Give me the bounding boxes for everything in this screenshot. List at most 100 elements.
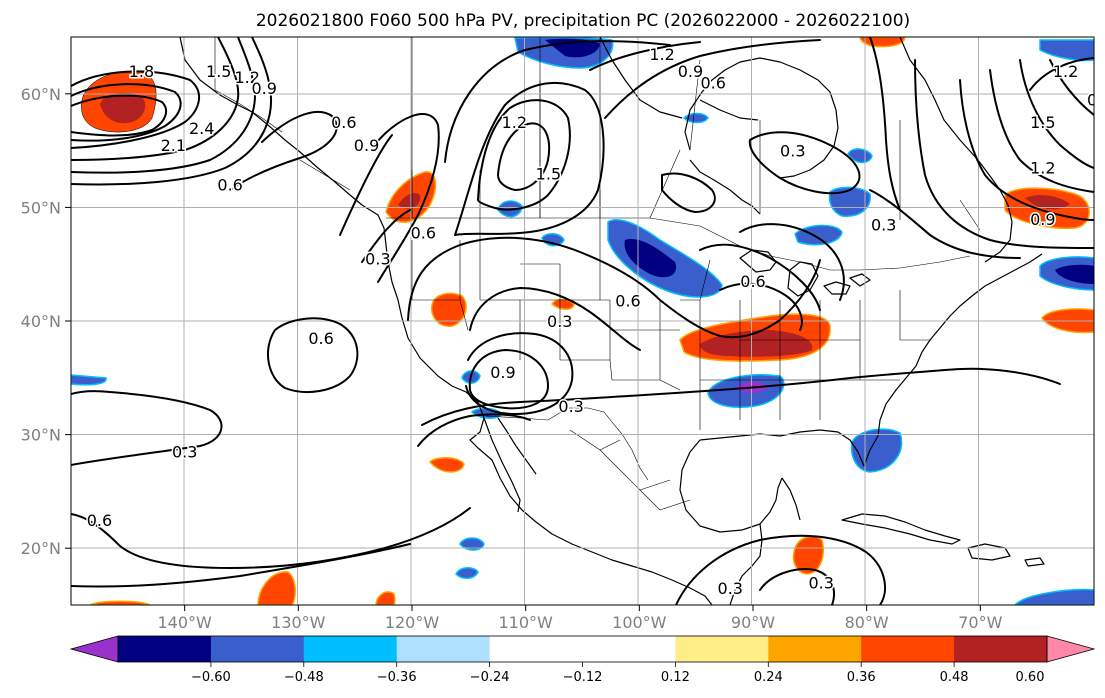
pv-contour-label: 0.6 [217,176,242,195]
precip-blob-pnw-core [398,193,421,209]
coastline-baja [483,417,521,513]
pv-contour-canada-6 [589,41,701,71]
lon-tick-label: 90°W [731,613,775,632]
pv-contour-label: 0.9 [252,79,277,98]
pv-contour-label: 0.9 [354,136,379,155]
pv-contour-southern-us [421,367,1061,426]
precip-blob-pacific-pos [428,457,465,473]
precipitation-pc-shading [71,37,1094,605]
pv-contour-label: 1.2 [1098,198,1105,217]
alaska-border [214,37,283,133]
pv-contour-alaska-5 [71,37,256,174]
colorbar-cells [118,636,1048,662]
lat-tick-label: 40°N [21,312,61,331]
colorbar-tick-label: 0.60 [1016,670,1045,685]
precip-blob-labrador-core [1025,195,1070,210]
hispaniola [967,543,1011,561]
lat-tick-label: 20°N [21,539,61,558]
pv-contour-label: 0.3 [808,573,833,592]
pv-contour-label: 0.3 [558,397,583,416]
pv-contour-pnw [371,113,440,283]
pv-contour-label: 0.3 [871,215,896,234]
pv-contour-ne-5 [1019,59,1094,169]
pv-contour-caribbean-2 [759,568,835,605]
pv-contour-label: 1.2 [1053,62,1078,81]
pv-contour-label: 0.6 [740,272,765,291]
pv-contour-label: 2.1 [161,136,186,155]
pv-contour-label: 0.9 [1030,210,1055,229]
pv-contour-ne-8 [869,189,1021,259]
colorbar-tick-label: −0.60 [191,670,231,685]
precip-blob-canada-neg-2 [794,224,843,246]
pv-contour-label: 0.6 [331,113,356,132]
pv-contour-label: 0.3 [365,250,390,269]
pv-contour-label: 1.5 [536,164,561,183]
pv-contour-alaska-7 [229,110,338,191]
colorbar-over-arrow [1046,635,1096,663]
pv-contour-trough-2 [469,287,641,351]
pv-contour-pacific-2 [71,390,223,466]
pv-contour-label: 0.9 [1087,90,1105,109]
colorbar-cell-6 [675,636,769,662]
map-panel: 1.8 1.5 1.20.92.12.40.60.60.90.30.61.21.51… [70,36,1105,606]
colorbar-cell-3 [396,636,491,662]
pv-contour-label: 0.6 [615,292,640,311]
colorbar-cell-0 [118,636,212,662]
pv-contour-label: 0.6 [308,329,333,348]
lat-tick-label: 30°N [21,426,61,445]
precip-blob-pacific-neg-1 [459,537,485,551]
pv-contour-alaska-4 [71,37,240,161]
precip-blob-caribbean-pos [792,535,824,575]
latitude-axis: 20°N 30°N 40°N 50°N 60°N [21,85,71,558]
colorbar-cell-5 [582,636,676,662]
pv-contour-label: 0.3 [718,579,743,598]
precip-blob-utah [550,298,575,310]
pv-contour-alaska-2 [71,83,182,142]
colorbar-tick-label: 0.48 [940,670,969,685]
pv-contour-canada-1 [444,40,671,163]
pv-contour-pnw-2 [339,134,393,236]
colorbar-tick-label: 0.12 [661,670,690,685]
precip-blob-sw-pos-3 [89,600,151,605]
colorbar-cell-7 [768,636,862,662]
pv-contour-pacific-3 [71,507,471,569]
pv-contour-label: 0.9 [490,363,515,382]
pv-contour-alaska-6 [71,37,272,186]
precip-blob-sw-pos-1 [257,571,296,605]
canada-province-lines [411,37,981,231]
colorbar-tick-label: 0.24 [754,670,783,685]
pv-contour-label: 0.6 [87,511,112,530]
pv-contour-label: 1.2 [1030,159,1055,178]
pv-contour-label: 0.6 [411,223,436,242]
longitude-axis: 140°W 130°W 120°W 110°W 100°W 90°W 80°W 70°W [157,605,1003,632]
pv-contour-trough-3 [468,349,549,410]
pv-contour-label: 0.9 [678,62,703,81]
colorbar-tick-label: −0.48 [284,670,324,685]
pv-contour-alaska-1 [71,70,200,149]
colorbar-tick-label: −0.24 [470,670,510,685]
lon-tick-label: 120°W [385,613,440,632]
precip-blob-sw-pos-2 [375,591,396,605]
pv-contour-ne-6 [1049,59,1094,116]
pv-contour-label: 0.3 [780,142,805,161]
pv-contour-lake-superior [661,172,716,213]
colorbar-tick-label: −0.36 [377,670,417,685]
colorbar-cell-8 [861,636,955,662]
lon-tick-label: 140°W [157,613,212,632]
pv-contour-great-lakes-2 [699,243,821,311]
pv-contour-ne-2 [914,59,1094,249]
precip-blob-plains-neg-core [624,239,677,278]
pv-contour-pacific-1 [267,317,359,393]
lon-tick-label: 80°W [845,613,889,632]
colorbar-cell-9 [954,636,1048,662]
pv-contour-label: 0.3 [172,443,197,462]
pv-contour-caribbean-1 [675,534,887,605]
precip-blob-canada-neg-4 [682,112,709,124]
lat-tick-label: 60°N [21,85,61,104]
coastline-labrador [899,37,1013,263]
figure-title: 2026021800 F060 500 hPa PV, precipitatio… [256,11,910,31]
lon-tick-label: 130°W [271,613,326,632]
coastline-gulf-california [497,417,537,475]
precip-blob-canada-neg-3 [847,148,873,164]
